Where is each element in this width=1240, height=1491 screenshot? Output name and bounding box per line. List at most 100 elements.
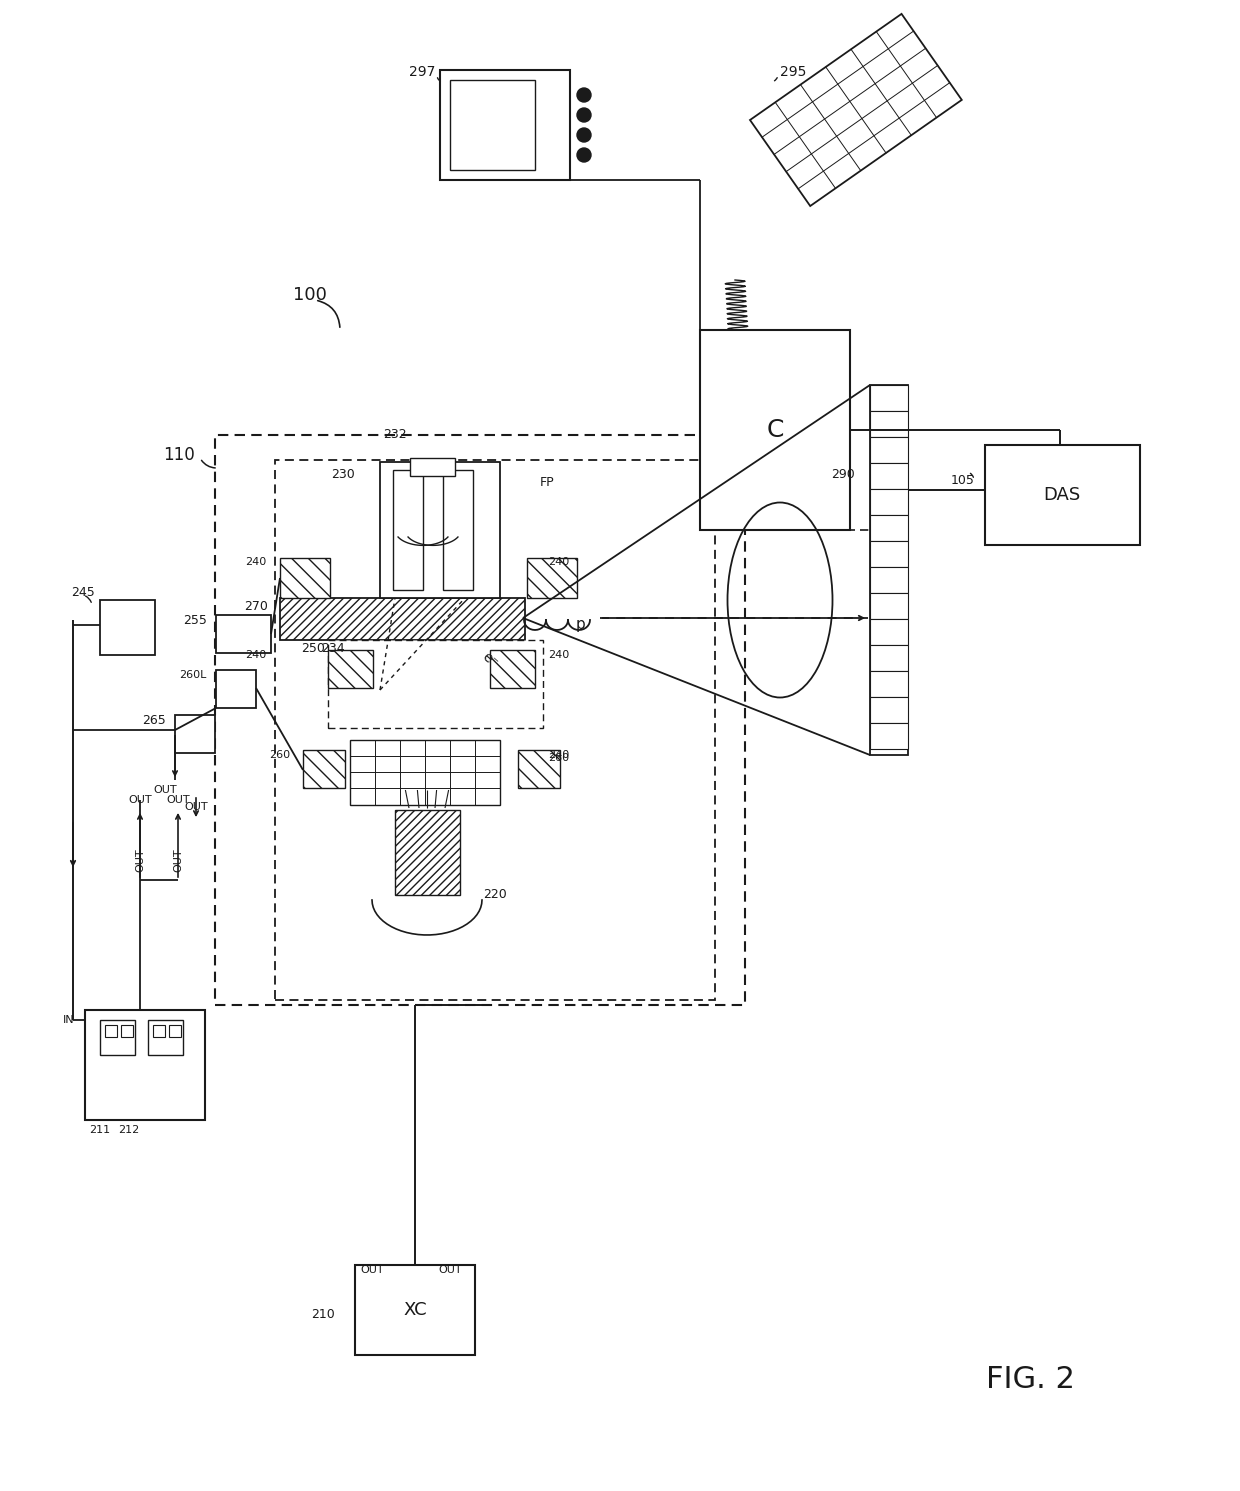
Text: OUT: OUT [166, 795, 190, 805]
FancyBboxPatch shape [396, 810, 460, 895]
Text: 240: 240 [548, 558, 569, 567]
Text: DAS: DAS [1043, 486, 1080, 504]
FancyBboxPatch shape [870, 541, 908, 567]
FancyBboxPatch shape [393, 470, 423, 590]
FancyBboxPatch shape [518, 750, 560, 789]
FancyBboxPatch shape [870, 385, 908, 412]
FancyBboxPatch shape [870, 541, 908, 556]
FancyBboxPatch shape [870, 723, 908, 748]
Text: 110: 110 [164, 446, 195, 464]
Text: p: p [575, 617, 585, 632]
Text: 210: 210 [311, 1309, 335, 1321]
FancyBboxPatch shape [701, 330, 849, 529]
FancyBboxPatch shape [105, 1024, 117, 1038]
FancyBboxPatch shape [870, 567, 908, 593]
FancyBboxPatch shape [86, 1009, 205, 1120]
FancyBboxPatch shape [148, 1020, 184, 1056]
FancyBboxPatch shape [100, 599, 155, 655]
FancyBboxPatch shape [329, 640, 543, 728]
FancyBboxPatch shape [870, 646, 908, 661]
Text: 220: 220 [484, 889, 507, 902]
FancyBboxPatch shape [169, 1024, 181, 1038]
FancyBboxPatch shape [870, 464, 908, 489]
FancyBboxPatch shape [490, 650, 534, 687]
FancyBboxPatch shape [527, 558, 577, 598]
FancyBboxPatch shape [450, 81, 534, 170]
Text: 297: 297 [409, 66, 435, 79]
Text: 105: 105 [951, 474, 975, 486]
FancyBboxPatch shape [870, 385, 908, 754]
Text: 245: 245 [71, 586, 95, 598]
Circle shape [577, 107, 591, 122]
Text: 234: 234 [321, 641, 345, 655]
Circle shape [577, 88, 591, 101]
Text: 232: 232 [383, 428, 407, 441]
Text: 250: 250 [301, 641, 325, 655]
Text: OUT: OUT [154, 784, 177, 795]
Text: 265: 265 [143, 714, 166, 726]
FancyBboxPatch shape [216, 669, 255, 708]
Text: 240: 240 [548, 650, 569, 661]
Circle shape [577, 128, 591, 142]
Text: IN: IN [63, 1015, 74, 1024]
FancyBboxPatch shape [870, 646, 908, 671]
FancyBboxPatch shape [303, 750, 345, 789]
Text: FP: FP [539, 476, 554, 489]
Text: 212: 212 [118, 1126, 139, 1135]
FancyBboxPatch shape [350, 740, 500, 805]
Text: 290: 290 [831, 468, 856, 482]
FancyBboxPatch shape [870, 489, 908, 504]
FancyBboxPatch shape [275, 461, 715, 1000]
Text: OUT: OUT [128, 795, 151, 805]
FancyBboxPatch shape [280, 598, 525, 640]
FancyBboxPatch shape [870, 593, 908, 608]
Text: e⁻: e⁻ [480, 650, 501, 671]
FancyBboxPatch shape [215, 435, 745, 1005]
FancyBboxPatch shape [870, 671, 908, 696]
FancyBboxPatch shape [870, 437, 908, 464]
Text: C: C [766, 417, 784, 441]
Text: XC: XC [403, 1302, 427, 1320]
Text: 230: 230 [331, 468, 355, 482]
FancyBboxPatch shape [153, 1024, 165, 1038]
Text: 295: 295 [780, 66, 806, 79]
FancyBboxPatch shape [329, 650, 373, 687]
FancyBboxPatch shape [379, 462, 500, 598]
FancyBboxPatch shape [122, 1024, 133, 1038]
Text: 240: 240 [548, 750, 569, 760]
Text: 211: 211 [89, 1126, 110, 1135]
FancyBboxPatch shape [100, 1020, 135, 1056]
Text: OUT: OUT [174, 848, 184, 872]
FancyBboxPatch shape [870, 619, 908, 646]
FancyBboxPatch shape [870, 385, 908, 401]
Circle shape [577, 148, 591, 163]
Text: 240: 240 [244, 558, 267, 567]
FancyBboxPatch shape [870, 489, 908, 514]
Text: 270: 270 [244, 601, 268, 613]
Text: OUT: OUT [360, 1264, 384, 1275]
FancyBboxPatch shape [355, 1264, 475, 1355]
FancyBboxPatch shape [870, 696, 908, 713]
FancyBboxPatch shape [440, 70, 570, 180]
Text: 260: 260 [269, 750, 290, 760]
FancyBboxPatch shape [410, 458, 455, 476]
FancyBboxPatch shape [443, 470, 472, 590]
Text: OUT: OUT [185, 802, 208, 813]
Text: 100: 100 [293, 286, 327, 304]
Text: 260L: 260L [180, 669, 207, 680]
FancyBboxPatch shape [870, 437, 908, 453]
FancyBboxPatch shape [870, 593, 908, 619]
FancyBboxPatch shape [870, 412, 908, 437]
Text: 260: 260 [548, 753, 569, 763]
Text: 255: 255 [184, 613, 207, 626]
FancyBboxPatch shape [870, 696, 908, 723]
FancyBboxPatch shape [280, 558, 330, 598]
Text: OUT: OUT [438, 1264, 461, 1275]
FancyBboxPatch shape [870, 514, 908, 541]
Text: OUT: OUT [135, 848, 145, 872]
Text: 240: 240 [244, 650, 267, 661]
FancyBboxPatch shape [175, 716, 215, 753]
Text: FIG. 2: FIG. 2 [986, 1366, 1074, 1394]
FancyBboxPatch shape [985, 444, 1140, 546]
FancyBboxPatch shape [216, 614, 272, 653]
